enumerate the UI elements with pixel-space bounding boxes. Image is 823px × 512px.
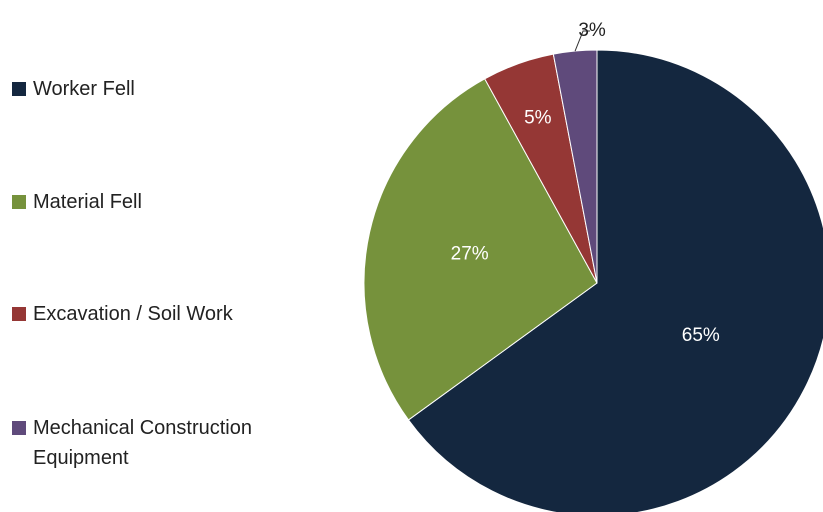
legend-item: Mechanical Construction Equipment — [12, 413, 302, 473]
data-label: 27% — [451, 244, 489, 265]
data-label: 65% — [682, 325, 720, 346]
legend-label: Mechanical Construction Equipment — [33, 417, 252, 469]
legend-swatch — [12, 82, 26, 96]
data-label: 3% — [578, 20, 606, 41]
data-label: 5% — [524, 108, 552, 129]
pie-slice — [363, 78, 598, 421]
legend-label: Material Fell — [33, 191, 142, 213]
legend-label: Worker Fell — [33, 78, 135, 100]
legend-swatch — [12, 307, 26, 321]
legend-item: Material Fell — [12, 187, 302, 217]
pie-slice — [552, 49, 598, 284]
legend-item: Worker Fell — [12, 74, 302, 104]
legend-swatch — [12, 195, 26, 209]
legend-label: Excavation / Soil Work — [33, 303, 233, 325]
legend-swatch — [12, 421, 26, 435]
legend-item: Excavation / Soil Work — [12, 299, 302, 329]
pie-slice — [407, 49, 823, 512]
leader-line — [574, 30, 591, 52]
